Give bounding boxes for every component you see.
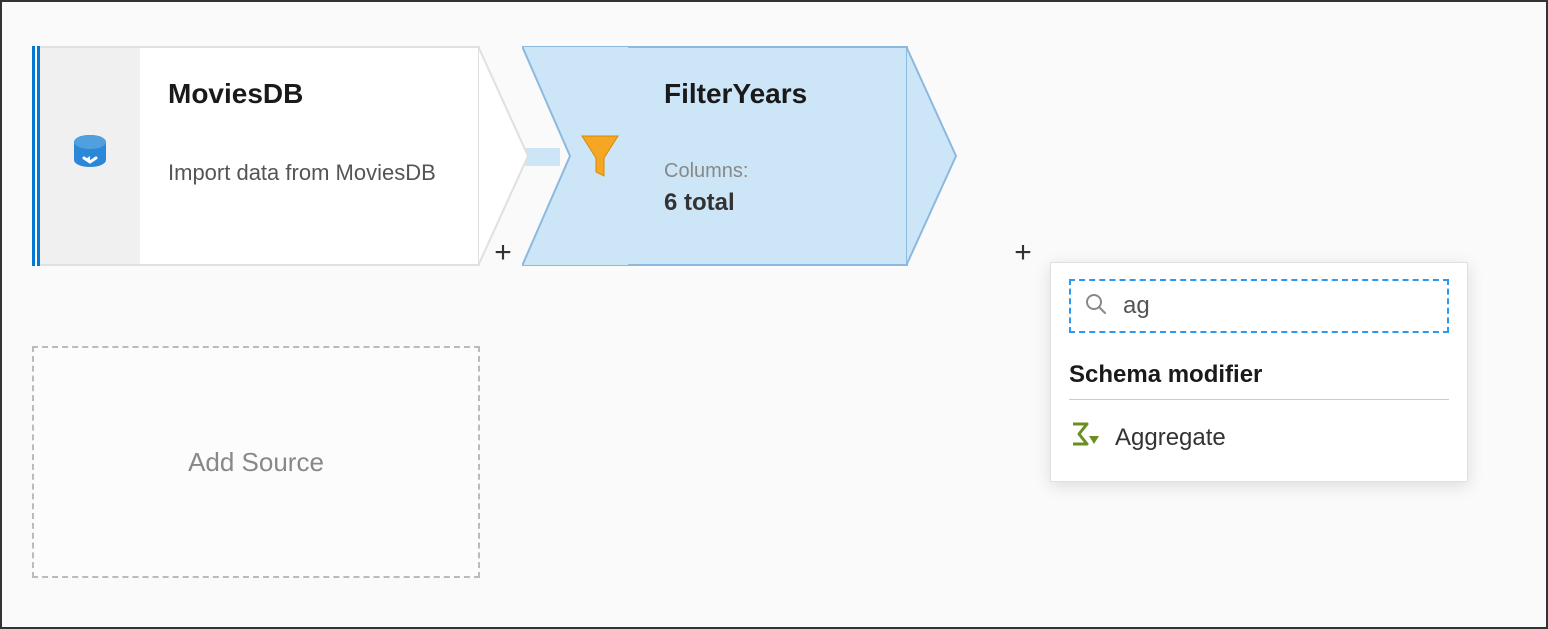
transformation-picker-popover: Schema modifier Aggregate	[1050, 262, 1468, 482]
add-source-label: Add Source	[188, 447, 324, 478]
add-step-after-filter-button[interactable]: +	[1008, 236, 1038, 270]
plus-icon: +	[1014, 236, 1032, 269]
source-accent-bars	[32, 46, 40, 266]
add-source-placeholder[interactable]: Add Source	[32, 346, 480, 578]
transformation-search-input[interactable]	[1121, 291, 1433, 321]
filter-arrow-tip	[906, 46, 966, 266]
source-body: MoviesDB Import data from MoviesDB	[140, 46, 480, 266]
database-icon	[68, 132, 112, 181]
popover-section-label: Schema modifier	[1069, 361, 1449, 400]
funnel-icon	[580, 134, 620, 185]
popover-item-label: Aggregate	[1115, 424, 1226, 452]
source-description: Import data from MoviesDB	[168, 160, 452, 186]
filter-title: FilterYears	[664, 78, 880, 110]
filter-columns-label: Columns:	[664, 160, 880, 183]
source-icon-column	[40, 46, 140, 266]
source-node-moviesdb[interactable]: MoviesDB Import data from MoviesDB	[32, 46, 480, 266]
search-icon	[1085, 293, 1107, 320]
popover-item-aggregate[interactable]: Aggregate	[1069, 416, 1449, 459]
sigma-icon	[1071, 422, 1099, 453]
dataflow-canvas: MoviesDB Import data from MoviesDB + Fil…	[0, 0, 1548, 629]
filter-columns-value: 6 total	[664, 189, 880, 217]
filter-body: FilterYears Columns: 6 total	[628, 46, 908, 266]
source-title: MoviesDB	[168, 78, 452, 110]
transformation-search-box[interactable]	[1069, 279, 1449, 333]
